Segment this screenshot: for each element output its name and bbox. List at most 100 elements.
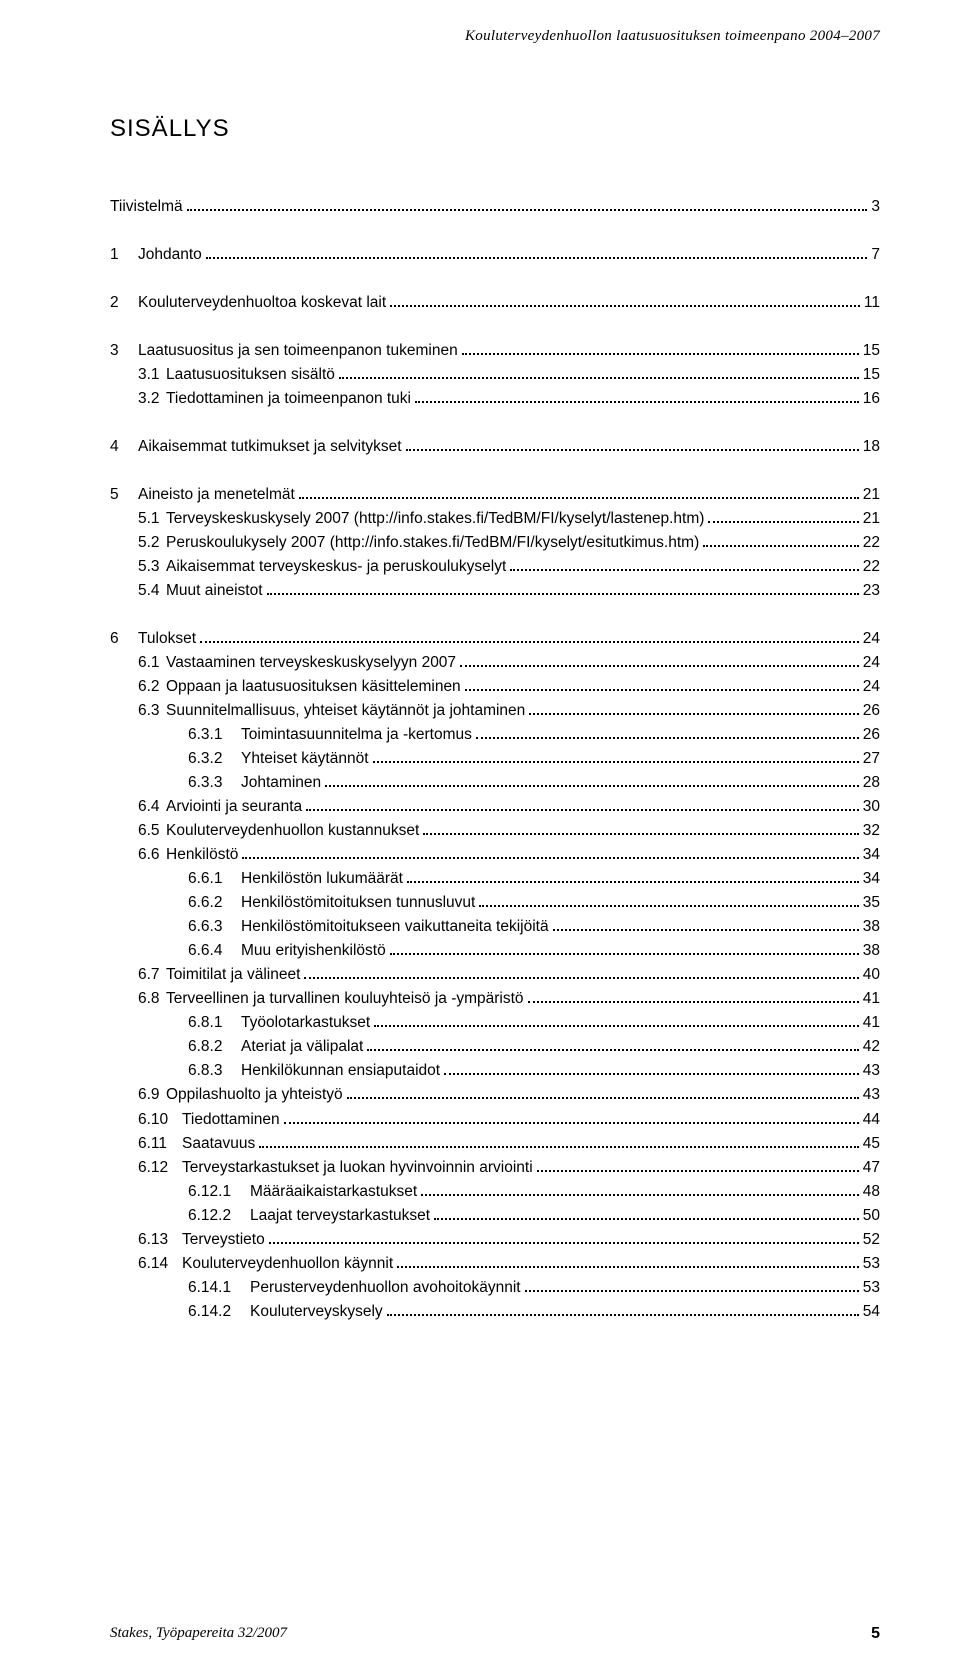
toc-entry-page: 48 <box>863 1180 880 1204</box>
toc-entry[interactable]: 6.8.3Henkilökunnan ensiaputaidot43 <box>188 1059 880 1083</box>
toc-entry[interactable]: 2Kouluterveydenhuoltoa koskevat lait11 <box>110 291 880 315</box>
page-container: Kouluterveydenhuollon laatusuosituksen t… <box>0 0 960 1384</box>
toc-entry[interactable]: 6.2Oppaan ja laatusuosituksen käsittelem… <box>138 675 880 699</box>
toc-entry[interactable]: 6.10Tiedottaminen44 <box>138 1108 880 1132</box>
toc-entry-number: 5.1 <box>138 507 166 531</box>
toc-leader-dots <box>423 823 858 835</box>
toc-entry[interactable]: 3.2Tiedottaminen ja toimeenpanon tuki16 <box>138 387 880 411</box>
toc-entry[interactable]: 3.1Laatusuosituksen sisältö15 <box>138 363 880 387</box>
toc-entry[interactable]: 6.14.1Perusterveydenhuollon avohoitokäyn… <box>188 1276 880 1300</box>
toc-entry-label: Kouluterveydenhuollon kustannukset <box>166 819 419 843</box>
toc-entry-page: 24 <box>863 627 880 651</box>
toc-entry[interactable]: 6.11Saatavuus45 <box>138 1132 880 1156</box>
toc-entry[interactable]: 6.8Terveellinen ja turvallinen kouluyhte… <box>138 987 880 1011</box>
footer-source: Stakes, Työpapereita 32/2007 <box>110 1625 287 1643</box>
toc-entry[interactable]: Tiivistelmä3 <box>110 195 880 219</box>
toc-entry[interactable]: 6.6.1Henkilöstön lukumäärät34 <box>188 867 880 891</box>
toc-leader-dots <box>553 919 859 931</box>
toc-entry[interactable]: 6.9Oppilashuolto ja yhteistyö43 <box>138 1083 880 1107</box>
toc-entry[interactable]: 6.8.1Työolotarkastukset41 <box>188 1011 880 1035</box>
toc-leader-dots <box>267 583 859 595</box>
toc-entry[interactable]: 6.3.3Johtaminen28 <box>188 771 880 795</box>
toc-leader-dots <box>444 1063 859 1075</box>
toc-leader-dots <box>397 1255 859 1267</box>
toc-entry-number: 6.13 <box>138 1228 182 1252</box>
toc-entry[interactable]: 6.5Kouluterveydenhuollon kustannukset32 <box>138 819 880 843</box>
toc-entry-page: 42 <box>863 1035 880 1059</box>
toc-leader-dots <box>537 1159 859 1171</box>
toc-leader-dots <box>387 1303 859 1315</box>
toc-entry[interactable]: 5.3Aikaisemmat terveyskeskus- ja perusko… <box>138 555 880 579</box>
toc-entry-label: Laatusuositus ja sen toimeenpanon tukemi… <box>138 339 458 363</box>
toc-leader-dots <box>529 703 858 715</box>
toc-entry-label: Laatusuosituksen sisältö <box>166 363 335 387</box>
toc-entry[interactable]: 1Johdanto7 <box>110 243 880 267</box>
toc-entry[interactable]: 6.3Suunnitelmallisuus, yhteiset käytännö… <box>138 699 880 723</box>
toc-entry-label: Henkilöstömitoitukseen vaikuttaneita tek… <box>241 915 549 939</box>
toc-entry-number: 2 <box>110 291 138 315</box>
toc-entry-page: 27 <box>863 747 880 771</box>
toc-entry-page: 43 <box>863 1083 880 1107</box>
toc-entry[interactable]: 6.4Arviointi ja seuranta30 <box>138 795 880 819</box>
toc-entry-number: 3.1 <box>138 363 166 387</box>
toc-entry[interactable]: 6.6.4Muu erityishenkilöstö38 <box>188 939 880 963</box>
toc-entry-label: Perusterveydenhuollon avohoitokäynnit <box>250 1276 521 1300</box>
toc-entry-number: 6.6.3 <box>188 915 241 939</box>
toc-entry[interactable]: 6.12Terveystarkastukset ja luokan hyvinv… <box>138 1156 880 1180</box>
toc-entry-page: 32 <box>863 819 880 843</box>
toc-entry[interactable]: 4Aikaisemmat tutkimukset ja selvitykset1… <box>110 435 880 459</box>
toc-entry-label: Tiivistelmä <box>110 195 183 219</box>
toc-entry-label: Arviointi ja seuranta <box>166 795 302 819</box>
toc-entry[interactable]: 3Laatusuositus ja sen toimeenpanon tukem… <box>110 339 880 363</box>
toc-entry-label: Toimintasuunnitelma ja -kertomus <box>241 723 472 747</box>
toc-entry[interactable]: 6.14Kouluterveydenhuollon käynnit53 <box>138 1252 880 1276</box>
section-gap <box>110 267 880 291</box>
toc-entry-page: 24 <box>863 651 880 675</box>
toc-entry[interactable]: 6.6Henkilöstö34 <box>138 843 880 867</box>
toc-entry-label: Aineisto ja menetelmät <box>138 483 295 507</box>
toc-leader-dots <box>367 1039 858 1051</box>
toc-entry[interactable]: 5Aineisto ja menetelmät21 <box>110 483 880 507</box>
toc-leader-dots <box>284 1111 859 1123</box>
toc-entry[interactable]: 5.4Muut aineistot23 <box>138 579 880 603</box>
toc-entry-number: 6.8.2 <box>188 1035 241 1059</box>
toc-entry-page: 45 <box>863 1132 880 1156</box>
toc-entry-page: 30 <box>863 795 880 819</box>
toc-entry[interactable]: 6.8.2Ateriat ja välipalat42 <box>188 1035 880 1059</box>
toc-leader-dots <box>406 439 859 451</box>
toc-entry[interactable]: 6.13Terveystieto52 <box>138 1228 880 1252</box>
toc-entry-page: 24 <box>863 675 880 699</box>
toc-entry-label: Muut aineistot <box>166 579 263 603</box>
toc-entry-page: 22 <box>863 555 880 579</box>
toc-entry-number: 6.10 <box>138 1108 182 1132</box>
toc-entry-number: 6.14.2 <box>188 1300 250 1324</box>
toc-entry-label: Henkilöstö <box>166 843 238 867</box>
toc-entry-label: Johdanto <box>138 243 202 267</box>
toc-entry[interactable]: 6.3.2Yhteiset käytännöt27 <box>188 747 880 771</box>
toc-entry-number: 5.4 <box>138 579 166 603</box>
toc-leader-dots <box>242 847 858 859</box>
toc-entry[interactable]: 6.6.2Henkilöstömitoituksen tunnusluvut35 <box>188 891 880 915</box>
toc-entry-page: 21 <box>863 483 880 507</box>
toc-entry-page: 28 <box>863 771 880 795</box>
toc-leader-dots <box>306 799 859 811</box>
toc-entry[interactable]: 6.14.2Kouluterveyskysely54 <box>188 1300 880 1324</box>
toc-entry-label: Toimitilat ja välineet <box>166 963 300 987</box>
toc-entry[interactable]: 5.1Terveyskeskuskysely 2007 (http://info… <box>138 507 880 531</box>
toc-entry[interactable]: 6.12.2Laajat terveystarkastukset50 <box>188 1204 880 1228</box>
toc-entry-page: 11 <box>864 291 880 315</box>
toc-entry-label: Aikaisemmat terveyskeskus- ja peruskoulu… <box>166 555 506 579</box>
toc-entry-number: 6.9 <box>138 1083 166 1107</box>
toc-entry[interactable]: 6.6.3Henkilöstömitoitukseen vaikuttaneit… <box>188 915 880 939</box>
toc-entry-number: 6.6.2 <box>188 891 241 915</box>
toc-leader-dots <box>390 943 859 955</box>
toc-entry-number: 6.2 <box>138 675 166 699</box>
toc-entry[interactable]: 6Tulokset24 <box>110 627 880 651</box>
toc-entry[interactable]: 5.2Peruskoulukysely 2007 (http://info.st… <box>138 531 880 555</box>
toc-entry[interactable]: 6.12.1Määräaikaistarkastukset48 <box>188 1180 880 1204</box>
toc-entry[interactable]: 6.3.1Toimintasuunnitelma ja -kertomus26 <box>188 723 880 747</box>
toc-entry[interactable]: 6.7Toimitilat ja välineet40 <box>138 963 880 987</box>
toc-entry-label: Laajat terveystarkastukset <box>250 1204 430 1228</box>
toc-entry[interactable]: 6.1Vastaaminen terveyskeskuskyselyyn 200… <box>138 651 880 675</box>
toc-entry-number: 6.3 <box>138 699 166 723</box>
